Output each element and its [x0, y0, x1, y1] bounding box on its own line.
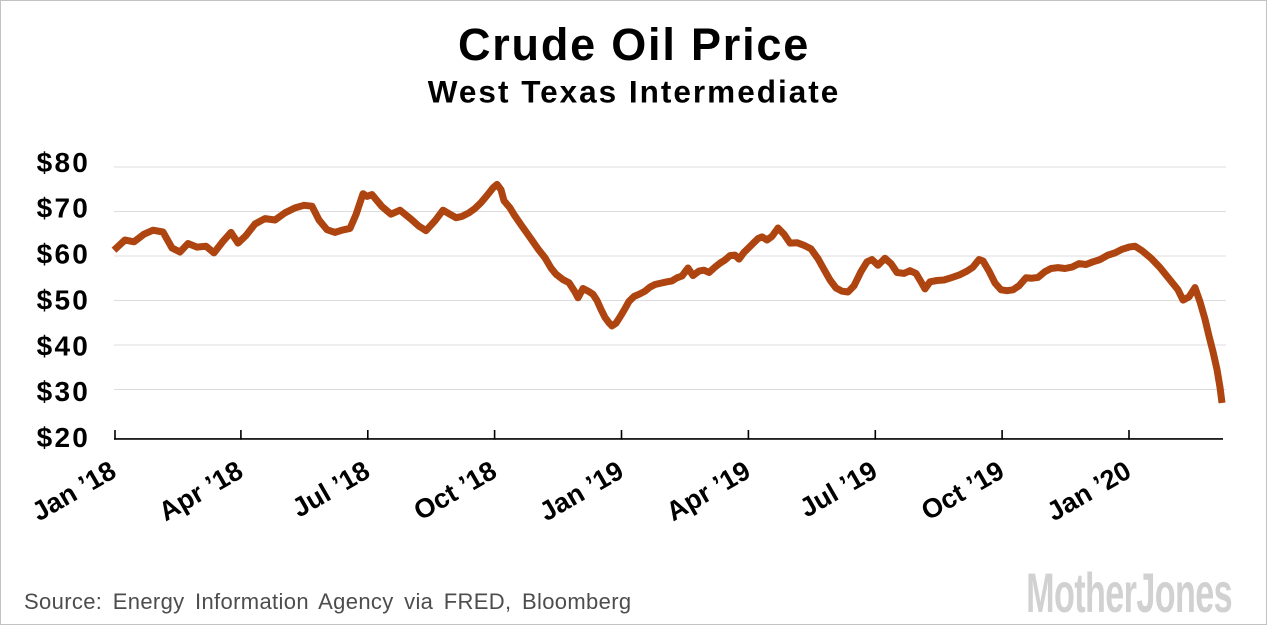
svg-text:Apr ’18: Apr ’18: [154, 455, 248, 527]
svg-text:$70: $70: [37, 193, 90, 224]
svg-text:$30: $30: [37, 376, 90, 407]
svg-text:$60: $60: [37, 239, 90, 270]
svg-text:$50: $50: [37, 285, 90, 316]
svg-text:Oct ’19: Oct ’19: [916, 455, 1009, 526]
svg-text:Oct ’18: Oct ’18: [409, 455, 502, 526]
svg-text:Apr ’19: Apr ’19: [661, 455, 755, 527]
svg-text:$40: $40: [37, 330, 90, 361]
svg-text:$80: $80: [37, 147, 90, 178]
svg-text:Jan ’19: Jan ’19: [534, 455, 628, 527]
svg-text:Jul ’18: Jul ’18: [287, 455, 375, 523]
svg-text:Jan ’18: Jan ’18: [27, 455, 121, 527]
svg-text:MotherJones: MotherJones: [1026, 561, 1232, 624]
svg-text:Source: Energy Information Age: Source: Energy Information Agency via FR…: [24, 589, 631, 614]
svg-text:Jul ’19: Jul ’19: [795, 455, 883, 523]
svg-text:Jan ’20: Jan ’20: [1042, 455, 1136, 527]
svg-text:$20: $20: [37, 422, 90, 453]
svg-text:Crude Oil Price: Crude Oil Price: [458, 19, 810, 70]
svg-text:West Texas Intermediate: West Texas Intermediate: [428, 74, 840, 110]
